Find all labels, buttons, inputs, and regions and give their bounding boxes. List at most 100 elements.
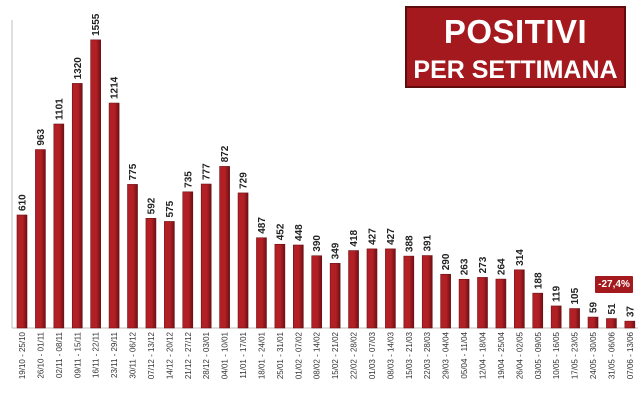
bar-value-label: 777 (202, 163, 213, 180)
x-tick-label: 02/11 - 08/11 (55, 331, 64, 378)
bar (237, 192, 249, 329)
bar (53, 123, 65, 329)
weekly-change-badge: -27,4% (595, 276, 633, 293)
x-tick-label: 01/02 - 07/02 (294, 331, 303, 379)
bar (348, 250, 359, 329)
bar-value-label: 391 (423, 234, 434, 251)
x-tick-label: 28/12 - 03/01 (202, 331, 211, 379)
x-tick-label: 10/05 - 16/05 (552, 331, 561, 379)
x-tick-label: 22/02 - 28/02 (350, 331, 359, 379)
bar-value-label: 575 (165, 200, 176, 217)
chart-title-line1: POSITIVI (443, 13, 588, 50)
bar (35, 149, 46, 329)
x-tick-label: 31/05 - 06/06 (607, 331, 616, 379)
x-tick-label: 16/11 - 22/11 (92, 331, 101, 378)
bar (71, 83, 83, 329)
bar (495, 278, 507, 329)
bar (182, 191, 194, 329)
bar-value-label: 37 (625, 306, 636, 318)
bar-value-label: 390 (312, 235, 323, 252)
x-tick-label: 25/01 - 31/01 (276, 331, 285, 379)
bar (164, 221, 175, 329)
bar-value-label: 1555 (91, 13, 102, 36)
bar-value-label: 610 (18, 194, 29, 211)
x-tick-label: 15/03 - 21/03 (405, 331, 414, 379)
bar (256, 237, 267, 329)
x-tick-label: 05/04 - 11/04 (460, 331, 469, 378)
bar (274, 243, 286, 329)
bar-value-label: 314 (515, 249, 526, 266)
x-tick-label: 03/05 - 09/05 (534, 331, 543, 379)
bar-value-label: 872 (220, 145, 231, 162)
x-tick-label: 15/02 - 21/02 (331, 331, 340, 379)
x-tick-label: 08/03 - 14/03 (386, 331, 395, 379)
x-tick-label: 08/02 - 14/02 (313, 331, 322, 379)
x-tick-label: 12/04 - 18/04 (479, 331, 488, 379)
bar-value-label: 388 (404, 235, 415, 252)
bar-value-label: 105 (570, 287, 581, 304)
x-tick-label: 18/01 - 24/01 (257, 331, 266, 379)
chart-title-box: POSITIVI PER SETTIMANA (405, 6, 626, 88)
x-tick-label: 21/12 - 27/12 (184, 331, 193, 379)
x-tick-label: 19/10 - 25/10 (18, 331, 27, 379)
bar (532, 292, 544, 329)
bar (145, 218, 157, 329)
x-tick-label: 26/04 - 02/05 (515, 331, 524, 379)
bar (292, 244, 304, 329)
bar-value-label: 775 (128, 163, 139, 180)
bar (329, 263, 341, 329)
bar (624, 320, 636, 329)
bar-value-label: 119 (552, 285, 563, 302)
x-tick-label: 23/11 - 29/11 (110, 331, 119, 378)
bar-value-label: 448 (294, 224, 305, 241)
x-tick-label: 07/06 - 13/06 (626, 331, 635, 379)
x-tick-label: 19/04 - 25/04 (497, 331, 506, 379)
x-tick-label: 14/12 - 20/12 (165, 331, 174, 379)
chart-title-line2: PER SETTIMANA (413, 56, 618, 84)
bar-value-label: 264 (496, 258, 507, 275)
bar-value-label: 452 (275, 223, 286, 240)
bar (514, 269, 525, 329)
x-tick-label: 09/11 - 15/11 (73, 331, 82, 378)
bar (606, 318, 617, 329)
bar (403, 255, 415, 329)
bar (90, 39, 101, 329)
bar (16, 214, 28, 329)
bar (219, 166, 230, 329)
bar-value-label: 1320 (73, 57, 84, 80)
bar (108, 102, 120, 329)
bar-value-label: 273 (478, 256, 489, 273)
bar (458, 278, 470, 329)
bar-value-label: 349 (331, 242, 342, 259)
bar (385, 248, 396, 329)
bar-value-label: 427 (367, 228, 378, 245)
bar-value-label: 1214 (110, 76, 121, 99)
x-tick-label: 07/12 - 13/12 (147, 331, 156, 379)
x-tick-label: 01/03 - 07/03 (368, 331, 377, 379)
bar-value-label: 729 (239, 172, 250, 189)
bar (587, 316, 599, 329)
x-tick-label: 29/03 - 04/04 (442, 331, 451, 379)
bar (311, 255, 323, 329)
bar (200, 183, 212, 329)
x-tick-label: 30/11 - 06/12 (129, 331, 138, 378)
x-tick-label: 22/03 - 28/03 (423, 331, 432, 379)
bar-value-label: 427 (386, 228, 397, 245)
x-tick-label: 24/05 - 30/05 (589, 331, 598, 379)
bar (477, 277, 488, 329)
bar-value-label: 188 (533, 272, 544, 289)
bar (127, 184, 138, 329)
bar-value-label: 59 (589, 302, 600, 314)
bar (550, 305, 562, 329)
bar (440, 273, 451, 329)
bar-value-label: 963 (36, 128, 47, 145)
bar-value-label: 487 (257, 217, 268, 234)
x-tick-label: 17/05 - 23/05 (571, 331, 580, 379)
bar-value-label: 51 (607, 303, 618, 315)
bar-value-label: 1101 (54, 98, 65, 120)
bar (569, 308, 580, 329)
bar-value-label: 592 (146, 197, 157, 214)
bar (421, 255, 433, 329)
x-tick-label: 04/01 - 10/01 (221, 331, 230, 379)
